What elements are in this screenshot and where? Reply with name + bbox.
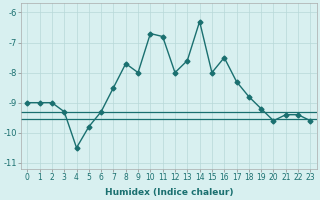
X-axis label: Humidex (Indice chaleur): Humidex (Indice chaleur) <box>105 188 233 197</box>
